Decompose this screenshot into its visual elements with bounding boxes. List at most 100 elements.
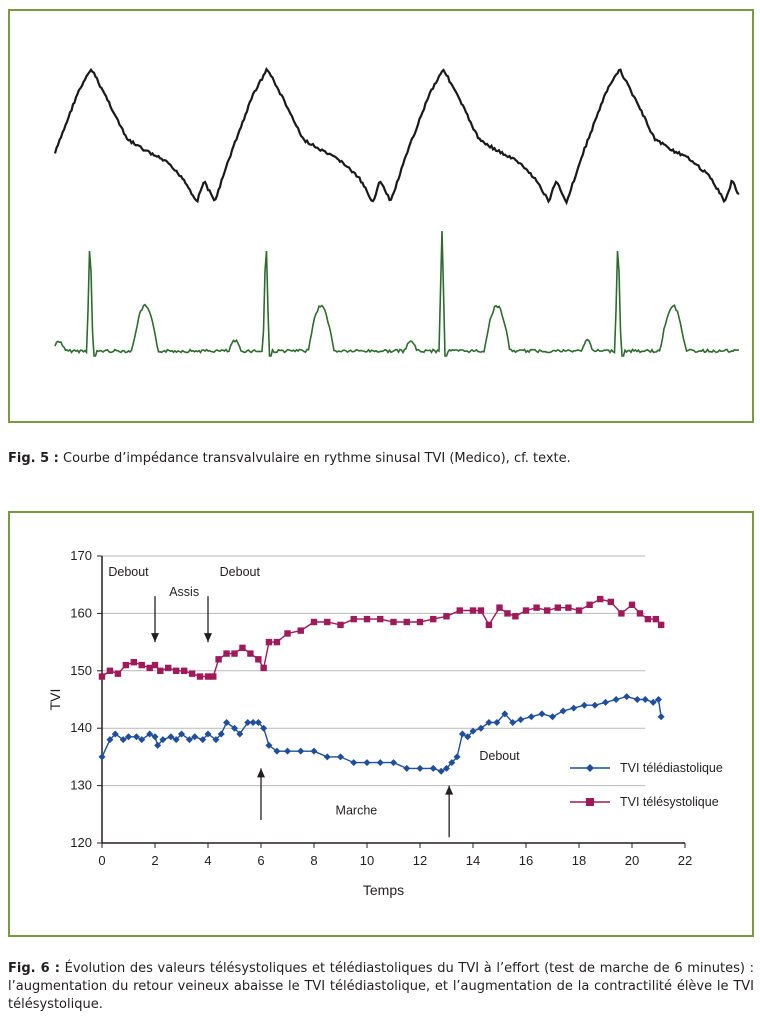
data-point — [98, 673, 106, 680]
annotation-label: Debout — [479, 749, 520, 763]
data-point — [165, 664, 172, 672]
annotation-arrow — [151, 596, 159, 643]
data-point — [612, 696, 620, 703]
data-point — [146, 730, 154, 738]
data-point — [151, 733, 159, 741]
data-point — [509, 718, 517, 726]
data-point — [106, 667, 114, 674]
data-point — [501, 710, 509, 718]
data-point — [437, 767, 445, 775]
data-point — [644, 615, 652, 623]
data-point — [416, 764, 424, 772]
series-1 — [98, 595, 665, 680]
data-point — [212, 736, 220, 744]
data-point — [377, 615, 384, 623]
data-point — [477, 607, 485, 614]
data-point — [538, 710, 546, 718]
data-point — [363, 615, 371, 623]
data-point — [469, 607, 477, 614]
y-tick-label: 170 — [70, 548, 92, 563]
data-point — [210, 673, 217, 680]
data-point — [517, 716, 525, 724]
ecg-trace — [54, 230, 740, 357]
data-point — [618, 610, 625, 617]
data-point — [106, 736, 114, 744]
data-point — [247, 650, 254, 657]
x-tick-label: 4 — [204, 853, 211, 868]
data-point — [469, 727, 477, 735]
data-point — [223, 650, 230, 657]
annotation-label: Assis — [169, 585, 199, 599]
data-point — [607, 598, 614, 606]
data-point — [443, 613, 450, 620]
data-point — [217, 730, 225, 738]
data-point — [204, 730, 212, 738]
data-point — [249, 718, 257, 726]
figure-6-caption-text: Évolution des valeurs télésystoliques et… — [8, 961, 754, 1012]
annotation-arrow — [445, 785, 454, 838]
data-point — [114, 670, 122, 677]
annotation-label: Marche — [336, 803, 378, 817]
y-tick-label: 130 — [70, 778, 92, 793]
data-point — [403, 618, 410, 626]
data-point — [657, 713, 665, 721]
data-point — [580, 701, 588, 709]
data-point — [265, 741, 273, 749]
data-point — [132, 733, 140, 741]
data-point — [544, 607, 551, 614]
figure-5-label: Fig. 5 : — [8, 451, 59, 466]
data-point — [199, 736, 207, 744]
data-point — [173, 667, 180, 674]
impedance-ecg-traces — [53, 67, 740, 357]
data-point — [464, 733, 472, 741]
y-tick-label: 140 — [70, 720, 92, 735]
data-point — [533, 604, 540, 611]
y-tick-label: 160 — [70, 605, 92, 620]
data-point — [119, 736, 127, 744]
data-point — [172, 736, 180, 744]
figure-6-frame: 0 2 4 6 8 10 12 14 16 18 20 22 120 130 140 150 160 170 Te… — [8, 511, 754, 937]
data-point — [185, 736, 193, 744]
data-point — [403, 764, 411, 772]
data-point — [628, 601, 636, 608]
data-point — [565, 604, 572, 611]
x-tick-label: 16 — [519, 853, 533, 868]
data-point — [586, 601, 593, 608]
x-tick-label: 12 — [413, 853, 427, 868]
data-point — [456, 607, 463, 614]
data-point — [324, 618, 331, 626]
data-point — [350, 759, 358, 767]
legend-label: TVI télésystolique — [620, 795, 719, 809]
data-point — [273, 747, 281, 755]
data-point — [554, 604, 561, 611]
data-point — [157, 667, 164, 674]
data-point — [570, 704, 578, 712]
y-axis-label: TVI — [47, 689, 63, 711]
data-point — [178, 730, 185, 738]
x-tick-label: 8 — [310, 853, 317, 868]
data-point — [493, 718, 501, 726]
y-tick-label: 120 — [70, 835, 92, 850]
data-point — [138, 661, 145, 669]
data-point — [477, 724, 485, 732]
data-point — [443, 764, 450, 772]
data-point — [376, 759, 384, 767]
data-point — [485, 621, 493, 629]
data-point — [453, 753, 461, 761]
data-point — [549, 713, 556, 721]
data-point — [652, 615, 660, 623]
data-point — [215, 656, 222, 663]
data-point — [223, 718, 231, 726]
x-tick-label: 6 — [257, 853, 264, 868]
data-point — [98, 753, 106, 761]
data-point — [231, 650, 238, 657]
impedance-trace — [53, 67, 740, 206]
data-point — [188, 670, 196, 677]
data-point — [649, 698, 657, 706]
data-point — [191, 733, 199, 741]
data-point — [310, 618, 318, 626]
data-point — [196, 673, 204, 680]
data-point — [239, 644, 246, 652]
data-point — [154, 741, 162, 749]
data-point — [297, 747, 305, 755]
